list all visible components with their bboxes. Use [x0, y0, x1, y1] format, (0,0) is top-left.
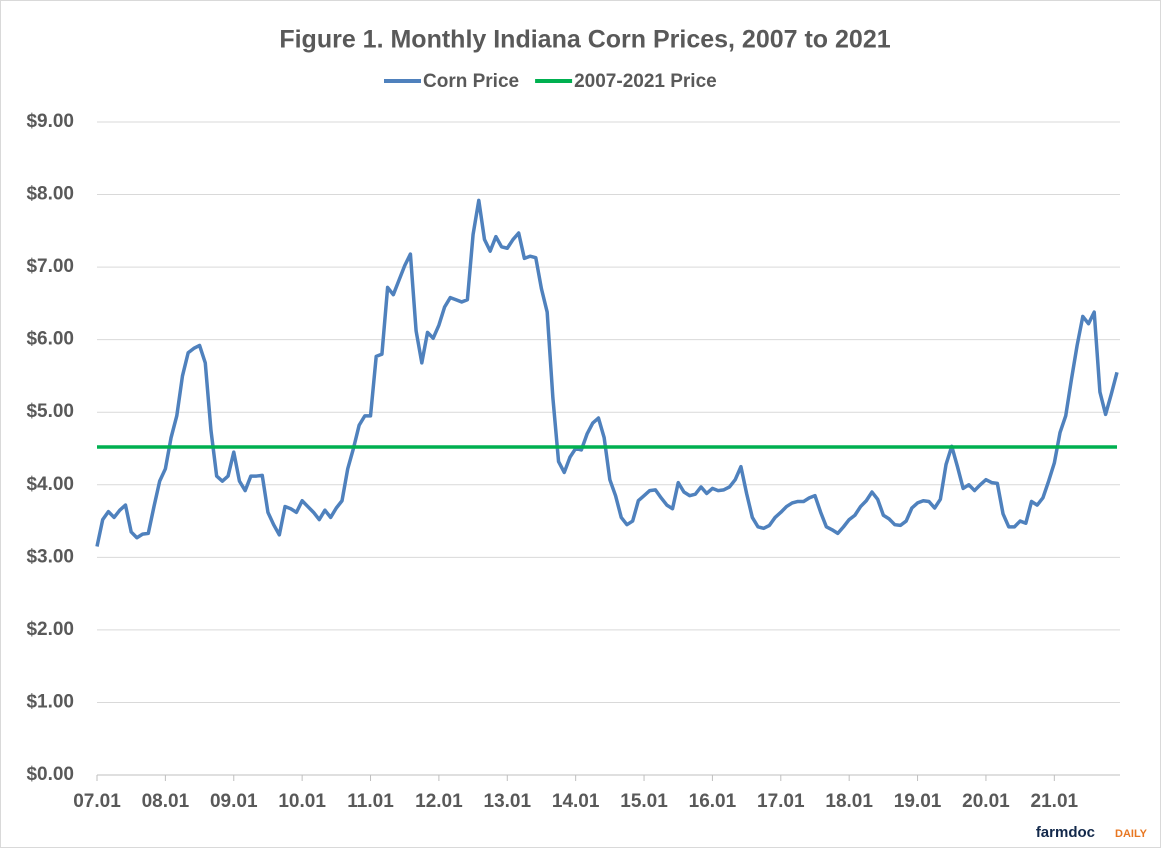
x-tick-label: 12.01 — [415, 791, 463, 812]
x-tick-label: 15.01 — [620, 791, 668, 812]
source-logo: DAILY — [1115, 828, 1148, 840]
y-tick-label: $8.00 — [26, 184, 74, 205]
y-tick-label: $4.00 — [26, 474, 74, 495]
x-tick-label: 09.01 — [210, 791, 258, 812]
x-tick-label: 20.01 — [962, 791, 1010, 812]
y-tick-label: $6.00 — [26, 329, 74, 350]
x-tick-label: 07.01 — [73, 791, 121, 812]
y-tick-label: $5.00 — [26, 401, 74, 422]
x-tick-label: 14.01 — [552, 791, 600, 812]
y-tick-label: $1.00 — [26, 691, 74, 712]
source-logo: farmdoc — [1036, 824, 1095, 841]
y-tick-label: $9.00 — [26, 111, 74, 132]
x-tick-label: 21.01 — [1031, 791, 1079, 812]
x-tick-label: 17.01 — [757, 791, 805, 812]
x-tick-label: 18.01 — [825, 791, 873, 812]
chart-title: Figure 1. Monthly Indiana Corn Prices, 2… — [279, 26, 890, 54]
legend-label: Corn Price — [423, 71, 519, 92]
series-line — [95, 198, 1119, 547]
y-tick-label: $7.00 — [26, 256, 74, 277]
x-tick-label: 13.01 — [484, 791, 532, 812]
y-tick-label: $3.00 — [26, 546, 74, 567]
y-tick-label: $0.00 — [26, 764, 74, 785]
x-tick-label: 16.01 — [689, 791, 737, 812]
x-tick-label: 08.01 — [142, 791, 190, 812]
x-tick-label: 10.01 — [278, 791, 326, 812]
x-tick-label: 19.01 — [894, 791, 942, 812]
x-tick-label: 11.01 — [347, 791, 394, 812]
legend-label: 2007-2021 Price — [574, 71, 717, 92]
y-tick-label: $2.00 — [26, 619, 74, 640]
